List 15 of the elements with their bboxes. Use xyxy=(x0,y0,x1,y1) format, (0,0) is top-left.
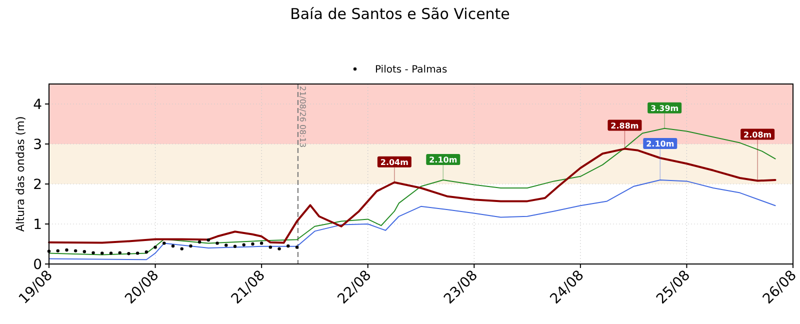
annotation: 2.04m xyxy=(380,158,408,167)
ref-line-label: 21/08/26 08:13 xyxy=(298,86,307,148)
y-tick-label: 4 xyxy=(33,96,42,113)
y-tick-label: 3 xyxy=(33,136,42,153)
legend-label: Pilots - Palmas xyxy=(375,64,448,76)
annotation: 2.10m xyxy=(646,140,674,148)
chart-title: Baía de Santos e São Vicente xyxy=(290,5,510,23)
y-tick-label: 1 xyxy=(33,216,42,233)
annotation: 3.39m xyxy=(650,104,679,113)
y-tick-label: 0 xyxy=(33,256,42,273)
annotation: 2.08m xyxy=(744,130,772,140)
annotation: 2.88m xyxy=(610,121,639,130)
annotation: 2.10m xyxy=(429,156,458,164)
y-axis-title: Altura das ondas (m) xyxy=(14,116,27,232)
y-tick-label: 2 xyxy=(33,176,42,193)
